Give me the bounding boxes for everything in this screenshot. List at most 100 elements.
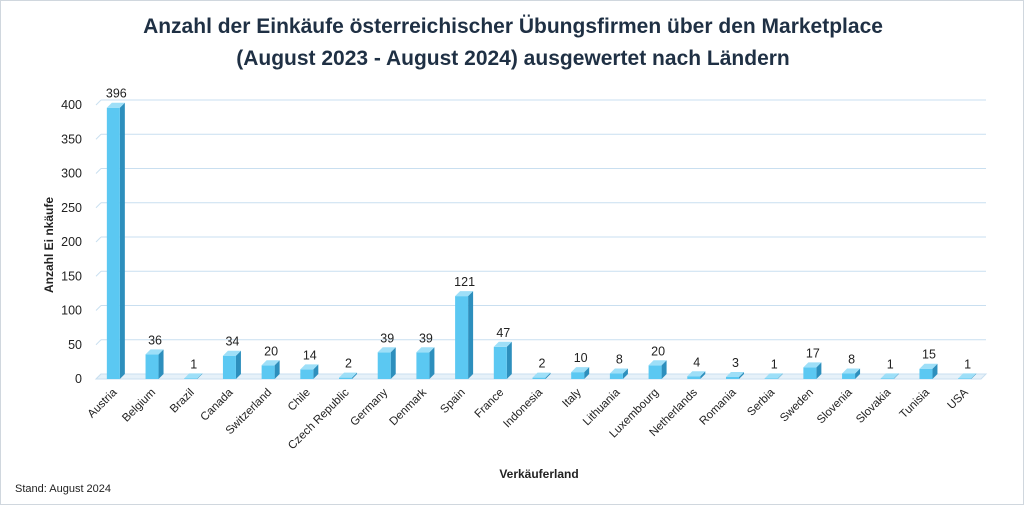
value-label: 1 [964,357,971,371]
bar-side [661,360,667,379]
bar-front [764,378,778,379]
x-tick-label: Serbia [745,386,777,418]
value-label: 8 [616,353,623,367]
bar-side [468,291,474,379]
bar-top [687,371,706,377]
bar-side [235,350,241,379]
bar-top [222,350,241,356]
chart-title-line-1: Anzahl der Einkäufe österreichischer Übu… [143,15,883,38]
bar-spain [455,291,474,379]
bar-top [493,341,512,347]
bar-side [855,368,861,379]
gridline-depth [95,236,102,243]
bar-side [390,347,396,379]
x-tick-label: USA [946,386,971,411]
x-tick-label: Chile [286,387,313,414]
bar-top [339,372,358,378]
value-label: 20 [264,344,278,358]
bar-side [584,367,590,379]
value-label: 20 [651,344,665,358]
bar-czech-republic [339,372,358,379]
chart-title-line-2: (August 2023 - August 2024) ausgewertet … [236,47,790,70]
bar-front [880,378,894,379]
value-label: 15 [922,348,936,362]
x-tick-label: Denmark [388,386,430,428]
bar-front [725,376,739,379]
value-label: 121 [454,275,475,289]
bar-brazil [184,373,203,379]
bar-top [725,371,744,377]
bar-top [416,347,435,353]
bar-romania [725,371,744,379]
x-tick-label: France [473,387,507,421]
bar-top [880,373,899,379]
value-labels: 396 36 1 34 20 14 2 39 39 121 47 2 10 8 20 4 3 1 17 8 1 15 1 [106,87,971,372]
y-tick-label: 350 [61,132,82,146]
bar-chile [300,364,319,379]
value-label: 2 [345,357,352,371]
y-tick-label: 150 [61,269,82,283]
bar-top [106,102,125,108]
bar-france [493,341,512,379]
value-label: 1 [771,357,778,371]
value-label: 34 [225,335,239,349]
gridline-depth [95,270,102,277]
bar-front [222,355,236,379]
bar-front [377,352,391,379]
bar-side [313,364,319,379]
value-label: 39 [419,331,433,345]
bar-side [197,373,203,379]
x-tick-label: Romania [698,386,739,427]
x-tick-label: Indonesia [501,386,545,430]
bar-top [648,360,667,366]
bar-side [738,371,744,379]
bar-front [145,354,159,379]
bar-belgium [145,349,164,379]
bar-top [455,291,474,297]
value-label: 39 [380,331,394,345]
x-tick-label: Italy [560,386,584,410]
bar-side [158,349,164,379]
gridline-depth [95,305,102,311]
bar-front [842,373,856,379]
x-tick-label: Sweden [778,387,816,425]
bar-side [932,363,938,379]
bar-top [377,347,396,353]
y-tick-label: 100 [61,304,82,318]
bar-canada [222,350,241,379]
bar-side [893,373,899,379]
bar-top [958,373,977,379]
value-label: 47 [496,326,510,340]
x-tick-label: Belgium [120,387,158,425]
value-label: 17 [806,346,820,360]
bar-side [777,373,783,379]
bar-front [803,367,817,379]
y-tick-label: 300 [61,167,82,181]
value-label: 1 [887,357,894,371]
x-tick-label: Spain [438,387,467,416]
value-label: 4 [693,355,700,369]
bar-top [764,373,783,379]
x-tick-label: Slovakia [854,386,894,426]
value-label: 1 [190,357,197,371]
x-tick-label: Slovenia [815,386,855,426]
bar-luxembourg [648,360,667,379]
bar-top [571,367,590,373]
bar-side [816,362,822,379]
bar-top [842,368,861,374]
bar-side [545,372,551,379]
bar-side [429,347,435,379]
bar-side [119,102,125,380]
bar-top [300,364,319,370]
bar-side [622,368,628,379]
value-label: 14 [303,348,317,362]
value-label: 3 [732,356,739,370]
bar-side [352,372,358,379]
bar-front [919,368,933,379]
bar-indonesia [532,372,551,379]
bar-front [493,346,507,379]
bar-usa [958,373,977,379]
bar-front [532,377,546,379]
bar-front [300,369,314,379]
